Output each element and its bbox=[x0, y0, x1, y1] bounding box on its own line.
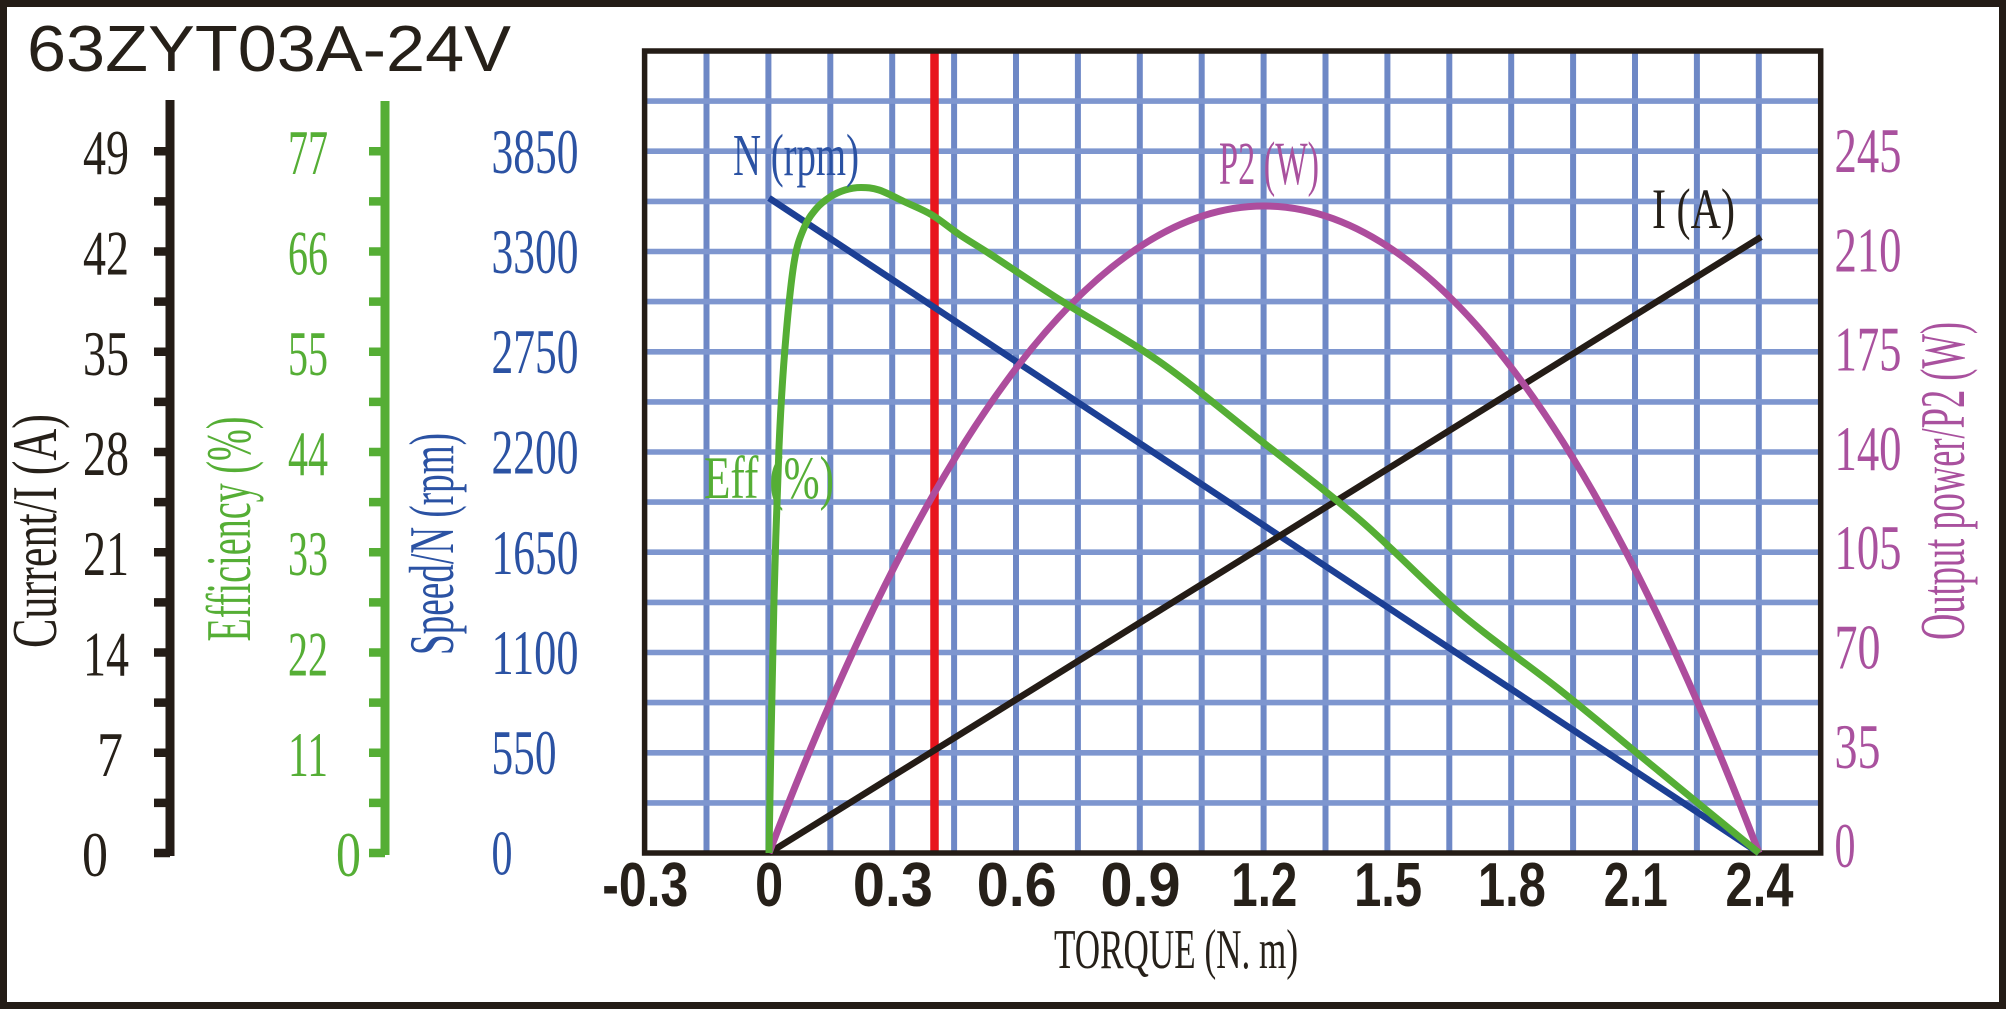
svg-text:Output power/P2 (W): Output power/P2 (W) bbox=[1907, 322, 1978, 640]
svg-text:N (rpm): N (rpm) bbox=[733, 122, 859, 188]
svg-text:0: 0 bbox=[336, 820, 361, 890]
svg-text:550: 550 bbox=[492, 718, 557, 788]
svg-text:1.5: 1.5 bbox=[1354, 851, 1422, 920]
svg-text:2.4: 2.4 bbox=[1726, 851, 1794, 920]
svg-text:2200: 2200 bbox=[492, 418, 579, 488]
svg-text:1100: 1100 bbox=[492, 618, 579, 688]
svg-text:2.1: 2.1 bbox=[1604, 851, 1668, 920]
svg-text:28: 28 bbox=[83, 419, 129, 489]
svg-text:66: 66 bbox=[288, 219, 328, 289]
svg-text:0: 0 bbox=[82, 820, 108, 890]
svg-text:1.8: 1.8 bbox=[1478, 851, 1546, 920]
svg-text:0.6: 0.6 bbox=[977, 851, 1057, 920]
svg-text:245: 245 bbox=[1835, 116, 1902, 186]
svg-text:1.2: 1.2 bbox=[1231, 851, 1297, 920]
svg-text:Speed/N (rpm): Speed/N (rpm) bbox=[396, 433, 467, 655]
svg-text:21: 21 bbox=[83, 519, 129, 589]
svg-text:35: 35 bbox=[1835, 712, 1881, 782]
svg-text:0.9: 0.9 bbox=[1101, 851, 1181, 920]
svg-text:2750: 2750 bbox=[492, 317, 579, 387]
svg-text:7: 7 bbox=[97, 720, 123, 790]
svg-text:-0.3: -0.3 bbox=[602, 851, 688, 920]
svg-text:35: 35 bbox=[83, 319, 129, 389]
svg-text:210: 210 bbox=[1835, 215, 1902, 285]
svg-text:3300: 3300 bbox=[492, 217, 579, 287]
svg-text:105: 105 bbox=[1835, 513, 1902, 583]
svg-text:14: 14 bbox=[83, 620, 129, 690]
svg-text:33: 33 bbox=[288, 519, 328, 589]
svg-text:140: 140 bbox=[1835, 414, 1902, 484]
svg-text:0: 0 bbox=[755, 851, 783, 920]
svg-text:70: 70 bbox=[1835, 613, 1881, 683]
svg-text:44: 44 bbox=[288, 419, 328, 489]
svg-text:175: 175 bbox=[1835, 315, 1902, 385]
svg-text:11: 11 bbox=[288, 720, 328, 790]
svg-text:55: 55 bbox=[288, 319, 328, 389]
svg-text:1650: 1650 bbox=[492, 518, 579, 588]
svg-text:Efficiency (%): Efficiency (%) bbox=[193, 417, 264, 642]
svg-text:63ZYT03A-24V: 63ZYT03A-24V bbox=[27, 13, 511, 85]
svg-text:0: 0 bbox=[1835, 811, 1856, 881]
svg-text:3850: 3850 bbox=[492, 117, 579, 187]
svg-text:I (A): I (A) bbox=[1652, 178, 1735, 241]
svg-text:0: 0 bbox=[492, 819, 513, 889]
svg-text:0.3: 0.3 bbox=[853, 851, 933, 920]
svg-text:42: 42 bbox=[83, 219, 129, 289]
svg-text:P2 (W): P2 (W) bbox=[1219, 131, 1319, 198]
svg-text:Current/I (A): Current/I (A) bbox=[0, 414, 70, 648]
svg-text:22: 22 bbox=[288, 620, 328, 690]
svg-text:Eff (%): Eff (%) bbox=[704, 445, 834, 511]
svg-text:49: 49 bbox=[83, 118, 129, 188]
svg-text:TORQUE (N. m): TORQUE (N. m) bbox=[1054, 919, 1298, 981]
svg-text:77: 77 bbox=[288, 118, 328, 188]
